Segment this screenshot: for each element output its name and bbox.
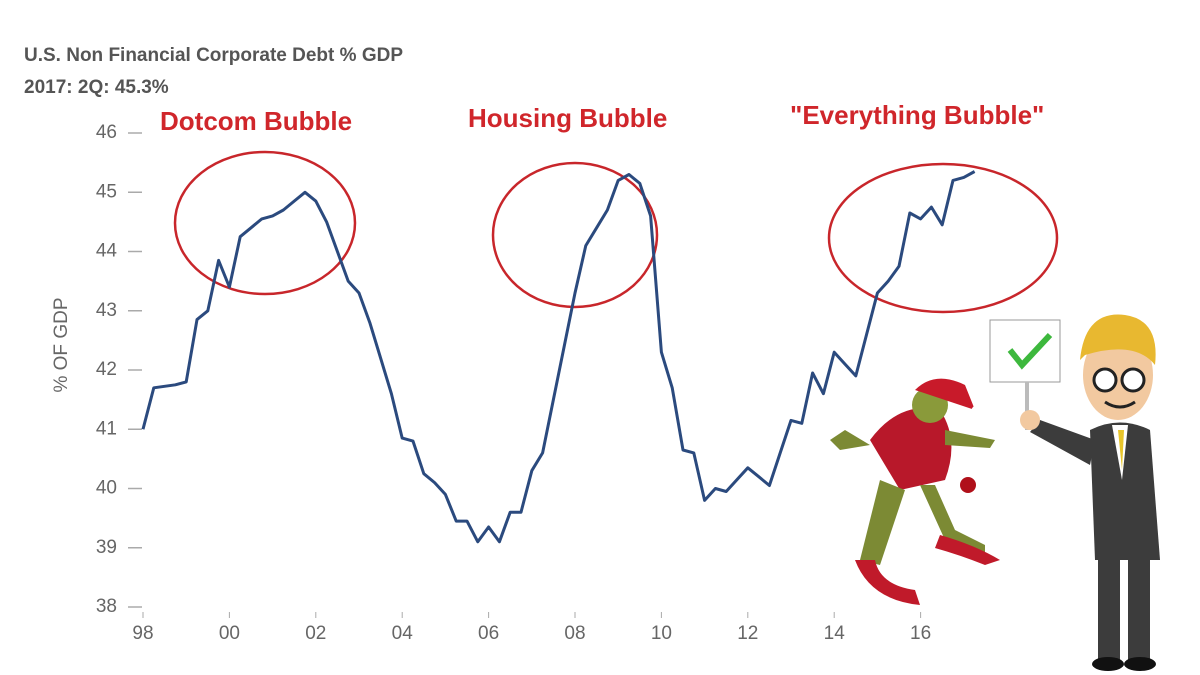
- y-tick-label: 42: [96, 359, 117, 380]
- y-axis-label: % OF GDP: [51, 297, 72, 392]
- data-line: [141, 170, 976, 544]
- x-tick-label: 16: [910, 623, 931, 644]
- y-tick-label: 41: [96, 418, 117, 439]
- y-tick-label: 39: [96, 537, 117, 558]
- x-tick-label: 12: [737, 623, 758, 644]
- y-tick-label: 43: [96, 300, 117, 321]
- x-tick-label: 98: [132, 623, 153, 644]
- annotation: Dotcom Bubble: [160, 106, 352, 136]
- grinch-illustration: [830, 378, 1000, 605]
- x-tick-label: 14: [824, 623, 846, 644]
- x-tick-label: 10: [651, 623, 672, 644]
- x-tick-label: 08: [564, 623, 585, 644]
- businessman-illustration: [989, 314, 1160, 671]
- x-tick-label: 02: [305, 623, 326, 644]
- chart-title: U.S. Non Financial Corporate Debt % GDP: [24, 45, 403, 66]
- y-tick-label: 44: [96, 241, 118, 262]
- y-tick-label: 45: [96, 181, 117, 202]
- x-tick-label: 06: [478, 623, 499, 644]
- highlight-circle: [173, 150, 357, 296]
- annotation: "Everything Bubble": [790, 100, 1044, 130]
- chart-subtitle: 2017: 2Q: 45.3%: [24, 77, 169, 98]
- x-tick-label: 04: [392, 623, 414, 644]
- y-tick-label: 40: [96, 478, 117, 499]
- x-tick-label: 00: [219, 623, 240, 644]
- highlight-circle: [827, 162, 1059, 314]
- y-tick-label: 46: [96, 122, 117, 143]
- annotation: Housing Bubble: [468, 103, 667, 133]
- highlight-circle: [491, 161, 659, 309]
- y-tick-label: 38: [96, 596, 117, 617]
